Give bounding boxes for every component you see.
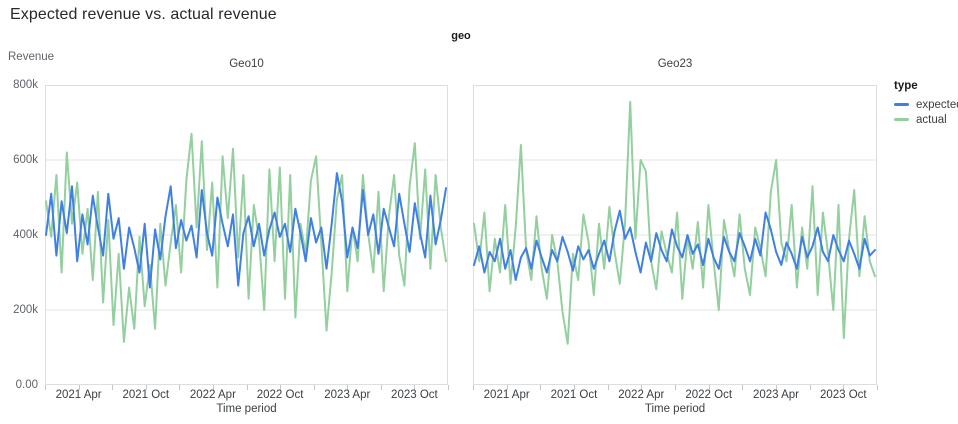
x-tick-label: 2022 Apr [618,389,665,401]
plot-border [473,85,877,385]
legend-item-label: expected [916,98,958,111]
x-tick-mark [246,385,248,390]
facet-plot-svg[interactable] [473,85,877,385]
x-tick-mark [809,385,811,390]
x-tick-mark [708,385,710,390]
y-axis-title: Revenue [8,51,55,63]
legend-item-label: actual [916,113,947,126]
facet-title-geo10: Geo10 [229,58,264,70]
x-tick-mark [641,385,643,390]
series-expected-line [45,172,447,289]
x-tick-mark [45,385,46,390]
x-tick-mark [280,385,282,390]
facet-plot-geo10[interactable] [45,85,448,385]
series-actual-line [473,100,876,345]
x-tick-label: 2021 Apr [55,389,102,401]
y-tick-label: 0.00 [15,379,38,391]
x-tick-mark [506,385,508,390]
page-title: Expected revenue vs. actual revenue [10,6,277,23]
x-tick-mark [380,385,382,390]
x-tick-mark [877,385,878,390]
x-tick-mark [414,385,416,390]
actual-series-swatch-icon [894,117,909,122]
x-tick-mark [607,385,609,390]
x-tick-label: 2021 Apr [483,389,530,401]
y-tick-label: 400k [13,229,38,241]
x-tick-label: 2023 Apr [324,389,371,401]
expected-series-swatch-icon [894,102,909,107]
y-tick-label: 200k [13,304,38,316]
facet-field-label: geo [451,30,471,42]
y-tick-label: 800k [13,79,38,91]
x-tick-label: 2021 Oct [550,389,598,401]
x-tick-mark [742,385,744,390]
facet-plot-geo23[interactable] [473,85,877,385]
x-axis-title: Time period [216,403,277,415]
facet-plot-svg[interactable] [45,85,448,385]
x-tick-mark [574,385,575,390]
legend-item-expected[interactable]: expected [894,97,958,112]
x-tick-label: 2023 Oct [819,389,867,401]
x-tick-mark [313,385,315,390]
series-actual-line [45,132,447,343]
legend-title: type [894,80,918,92]
x-tick-label: 2021 Oct [122,389,170,401]
x-tick-mark [448,385,449,390]
x-tick-mark [540,385,542,390]
x-tick-label: 2022 Oct [685,389,733,401]
x-tick-mark [212,385,214,390]
x-tick-label: 2022 Oct [256,389,304,401]
x-tick-mark [347,385,349,390]
x-tick-mark [145,385,147,390]
facet-title-geo23: Geo23 [657,58,693,70]
x-tick-label: 2023 Oct [391,389,438,401]
x-tick-mark [675,385,676,390]
x-tick-mark [776,385,777,390]
x-tick-mark [473,385,474,390]
x-axis-title: Time period [644,403,706,415]
x-tick-mark [843,385,845,390]
x-tick-label: 2022 Apr [189,389,236,401]
legend: type expected actual [894,80,958,127]
x-tick-mark [112,385,114,390]
series-expected-line [473,209,876,281]
y-tick-label: 600k [13,154,38,166]
x-tick-mark [179,385,181,390]
legend-item-actual[interactable]: actual [894,112,958,127]
x-tick-label: 2023 Apr [752,389,800,401]
x-tick-mark [78,385,80,390]
